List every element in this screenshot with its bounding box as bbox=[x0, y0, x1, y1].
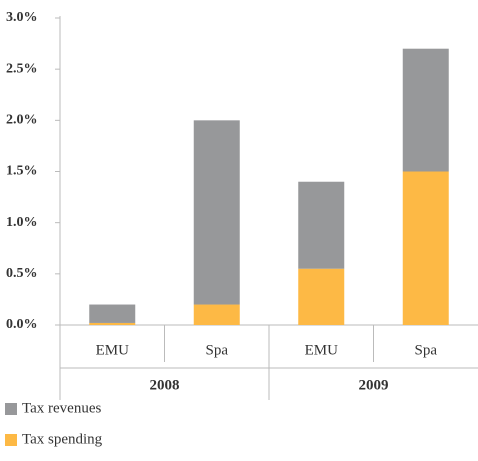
y-tick-label: 3.0% bbox=[6, 10, 38, 25]
bar-segment bbox=[193, 304, 240, 325]
legend-swatch bbox=[5, 403, 17, 415]
x-tick-label: EMU bbox=[96, 342, 130, 358]
legend-swatch bbox=[5, 434, 17, 446]
y-tick-label: 2.5% bbox=[6, 61, 38, 76]
group-label: 2008 bbox=[150, 377, 180, 393]
y-tick-label: 0.0% bbox=[6, 317, 38, 332]
bar-segment bbox=[298, 181, 345, 269]
legend-label: Tax spending bbox=[22, 431, 103, 447]
legend-label: Tax revenues bbox=[22, 400, 101, 416]
x-tick-label: EMU bbox=[305, 342, 339, 358]
x-tick-label: Spa bbox=[415, 342, 438, 358]
y-tick-label: 1.0% bbox=[6, 215, 38, 230]
bar-segment bbox=[193, 120, 240, 305]
y-tick-label: 0.5% bbox=[6, 266, 38, 281]
y-tick-label: 1.5% bbox=[6, 164, 38, 179]
x-tick-label: Spa bbox=[206, 342, 229, 358]
group-label: 2009 bbox=[359, 377, 389, 393]
bar-segment bbox=[402, 48, 449, 172]
bar-segment bbox=[402, 171, 449, 325]
bar-segment bbox=[89, 304, 136, 323]
bar-segment bbox=[89, 322, 136, 325]
bar-segment bbox=[298, 268, 345, 325]
y-tick-label: 2.0% bbox=[6, 113, 38, 128]
